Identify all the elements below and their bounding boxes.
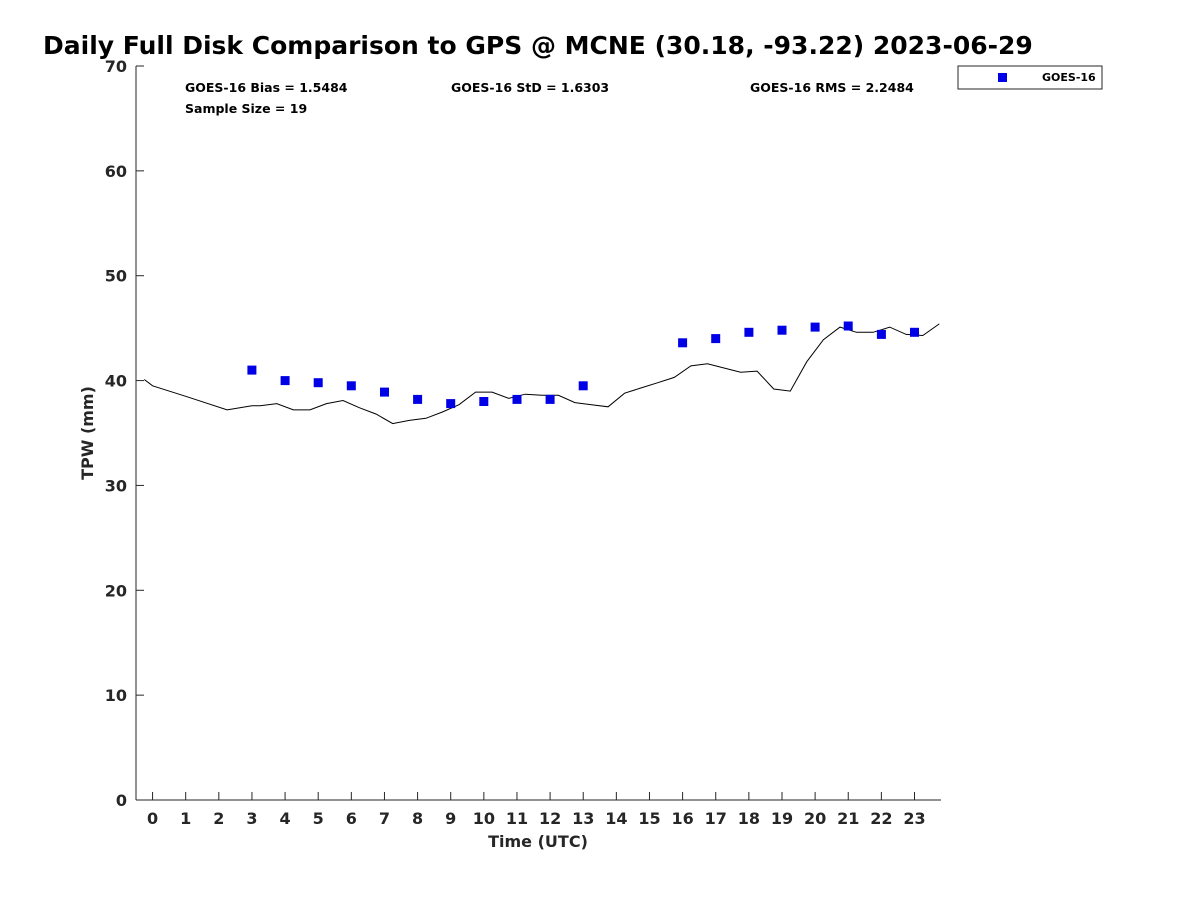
goes16-point: [711, 334, 721, 344]
x-axis-label: Time (UTC): [488, 832, 588, 851]
x-tick-label: 12: [539, 809, 561, 828]
x-tick-label: 23: [903, 809, 925, 828]
bias-annotation: GOES-16 Bias = 1.5484: [185, 80, 348, 95]
x-tick-label: 11: [506, 809, 528, 828]
axes: [135, 66, 941, 801]
y-tick-label: 20: [105, 581, 127, 600]
y-tick-label: 40: [105, 372, 127, 391]
x-tick-label: 16: [671, 809, 693, 828]
goes16-point: [876, 329, 886, 339]
stats-annotations: GOES-16 Bias = 1.5484 GOES-16 StD = 1.63…: [185, 80, 914, 116]
y-tick-label: 70: [105, 57, 127, 76]
y-axis-label: TPW (mm): [78, 386, 97, 480]
goes16-point: [346, 381, 356, 391]
goes16-point: [280, 376, 290, 386]
y-tick-label: 50: [105, 267, 127, 286]
goes16-point: [810, 322, 820, 332]
x-tick-label: 19: [771, 809, 793, 828]
x-tick-label: 7: [379, 809, 390, 828]
x-ticks: 0 1 2 3 4 5 6 7 8 9 10 11 12 13 14 15 16 17 18 19 20 21 22 23: [147, 792, 926, 828]
x-tick-label: 18: [738, 809, 760, 828]
x-tick-label: 0: [147, 809, 158, 828]
legend-marker: [998, 73, 1007, 82]
y-tick-label: 30: [105, 476, 127, 495]
x-tick-label: 4: [280, 809, 291, 828]
x-tick-label: 22: [870, 809, 892, 828]
goes16-point: [313, 378, 323, 388]
x-tick-label: 2: [213, 809, 224, 828]
goes16-point: [910, 327, 919, 337]
gps-line-series: [143, 323, 940, 425]
y-tick-label: 0: [116, 791, 127, 810]
y-tick-label: 10: [105, 686, 127, 705]
goes16-point: [843, 321, 853, 331]
goes16-point: [446, 399, 456, 409]
chart-title: Daily Full Disk Comparison to GPS @ MCNE…: [43, 31, 1033, 60]
goes16-point: [380, 387, 389, 397]
goes16-point: [578, 381, 588, 391]
x-tick-label: 1: [180, 809, 191, 828]
goes16-point: [413, 394, 423, 404]
legend: GOES-16: [957, 65, 1103, 90]
legend-box: [957, 65, 1103, 90]
x-tick-label: 9: [445, 809, 456, 828]
rms-annotation: GOES-16 RMS = 2.2484: [750, 80, 914, 95]
gps-line: [143, 323, 940, 425]
legend-label-goes16: GOES-16: [1042, 71, 1096, 84]
x-tick-label: 8: [412, 809, 423, 828]
goes16-point: [777, 325, 787, 335]
goes16-point: [545, 394, 555, 404]
sample-size-annotation: Sample Size = 19: [185, 101, 307, 116]
x-tick-label: 21: [837, 809, 859, 828]
y-tick-label: 60: [105, 162, 127, 181]
x-tick-label: 15: [638, 809, 660, 828]
x-tick-label: 14: [605, 809, 627, 828]
y-ticks: 0 10 20 30 40 50 60 70: [105, 57, 144, 810]
x-tick-label: 17: [705, 809, 727, 828]
std-annotation: GOES-16 StD = 1.6303: [451, 80, 609, 95]
goes16-point: [744, 327, 754, 337]
goes16-point: [479, 397, 489, 406]
x-tick-label: 10: [473, 809, 495, 828]
goes16-point: [512, 394, 522, 404]
x-tick-label: 6: [346, 809, 357, 828]
goes16-scatter-series: [247, 321, 919, 409]
x-tick-label: 13: [572, 809, 594, 828]
x-tick-label: 5: [313, 809, 324, 828]
goes16-point: [247, 365, 257, 375]
goes16-point: [678, 338, 688, 348]
x-tick-label: 3: [246, 809, 257, 828]
x-tick-label: 20: [804, 809, 826, 828]
